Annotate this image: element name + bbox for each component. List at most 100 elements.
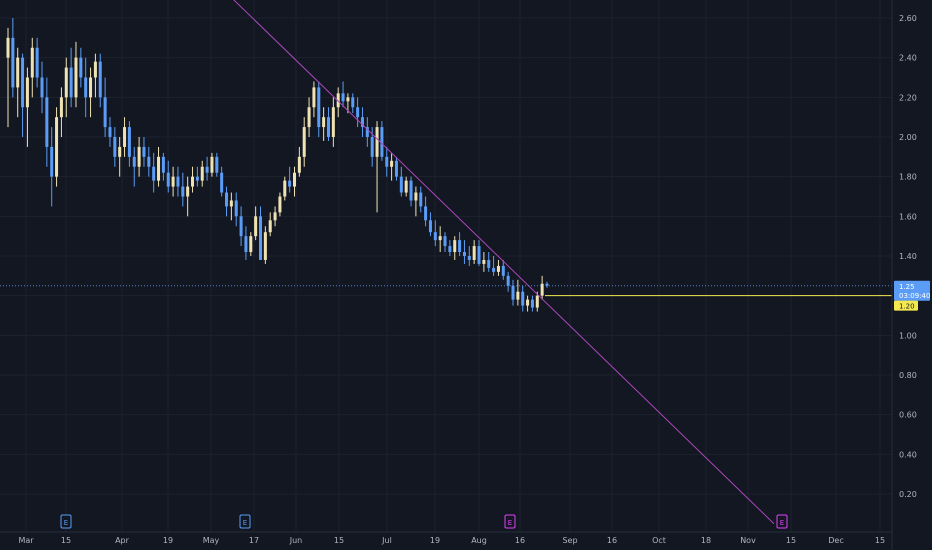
candle-body xyxy=(200,166,204,181)
candle-body xyxy=(341,93,345,102)
candle-body xyxy=(166,172,170,187)
candle-body xyxy=(283,180,287,197)
candle-body xyxy=(511,285,515,300)
candle-body xyxy=(482,259,486,264)
price-tick-label: 1.40 xyxy=(899,252,917,261)
price-tick-label: 1.80 xyxy=(899,173,917,182)
candle-body xyxy=(288,180,292,187)
time-tick-label: 15 xyxy=(61,536,71,545)
price-tick-label: 2.20 xyxy=(899,93,917,102)
candle-body xyxy=(258,216,263,260)
candle-body xyxy=(526,299,530,306)
candle-body xyxy=(385,156,389,167)
candle-body xyxy=(540,283,544,296)
candle-body xyxy=(118,146,122,157)
time-tick-label: Aug xyxy=(471,536,487,545)
candle-body xyxy=(21,57,25,108)
earnings-marker-label: E xyxy=(243,519,247,527)
candle-body xyxy=(195,176,199,181)
candle-body xyxy=(132,156,136,167)
time-tick-label: Dec xyxy=(828,536,843,545)
candle-body xyxy=(191,176,195,187)
candle-body xyxy=(142,146,146,157)
earnings-marker-icon[interactable]: E xyxy=(239,514,251,529)
time-tick-label: 17 xyxy=(249,536,259,545)
time-tick-label: Apr xyxy=(115,536,130,545)
candle-body xyxy=(370,137,374,157)
candle-body xyxy=(390,160,394,167)
candle-body xyxy=(225,192,229,207)
candle-body xyxy=(147,156,151,167)
candle-body xyxy=(496,265,500,272)
candle-body xyxy=(322,117,326,128)
time-tick-label: Nov xyxy=(740,536,756,545)
earnings-marker-icon[interactable]: E xyxy=(504,514,516,529)
candle-body xyxy=(98,61,102,98)
candle-body xyxy=(506,275,510,286)
candle-body xyxy=(375,127,379,157)
time-tick-label: Sep xyxy=(562,536,577,545)
candle-body xyxy=(244,236,248,253)
candle-body xyxy=(11,37,15,88)
price-tick-label: 0.60 xyxy=(899,411,917,420)
candle-body xyxy=(210,156,214,173)
candle-body xyxy=(419,192,423,207)
candle-body xyxy=(157,156,161,181)
price-axis[interactable]: 2.60 2.40 2.20 2.00 1.80 1.60 1.40 1.20 1.00 0.80… xyxy=(891,0,917,550)
candle-body xyxy=(74,57,78,98)
candle-body xyxy=(516,291,520,300)
candle-body xyxy=(249,236,253,253)
candle-body xyxy=(317,87,321,128)
candle-body xyxy=(69,67,73,98)
candle-body xyxy=(35,47,39,78)
candle-body xyxy=(89,77,93,98)
candle-body xyxy=(55,117,59,177)
candle-body xyxy=(6,37,10,58)
candle-body xyxy=(273,212,277,221)
candle-body xyxy=(360,117,364,128)
candle-body xyxy=(356,107,360,118)
candle-body xyxy=(292,172,297,187)
candle-body xyxy=(404,180,408,193)
candle-body xyxy=(59,97,63,118)
candle-body xyxy=(312,87,316,108)
time-tick-label: Jun xyxy=(289,536,303,545)
last-price-countdown: 03:09:40 xyxy=(899,292,930,300)
time-tick-label: 16 xyxy=(607,536,617,545)
time-axis[interactable]: Mar 15 Apr 19 May 17 Jun 15 Jul 19 Aug 16 Sep 16 Oct 18… xyxy=(0,531,892,545)
candle-body xyxy=(467,256,471,260)
earnings-marker-icon[interactable]: E xyxy=(776,514,788,529)
candle-body xyxy=(307,107,311,128)
drawings xyxy=(0,0,892,525)
candle-body xyxy=(205,166,209,173)
candle-body xyxy=(152,166,156,181)
candle-body xyxy=(380,127,384,157)
earnings-marker-box xyxy=(60,514,72,529)
candle-body xyxy=(487,259,491,268)
price-tick-label: 0.40 xyxy=(899,450,917,459)
price-tick-label: 2.60 xyxy=(899,14,917,23)
earnings-marker-label: E xyxy=(780,519,784,527)
candle-body xyxy=(50,146,54,177)
candle-body xyxy=(186,186,190,197)
last-price-tag-value: 1.25 xyxy=(899,283,915,291)
candle-body xyxy=(394,160,398,177)
candle-body xyxy=(229,200,233,207)
candle-body xyxy=(263,232,267,260)
candle-body xyxy=(545,283,549,286)
price-tick-label: 1.00 xyxy=(899,331,917,340)
last-price-tag xyxy=(894,280,930,301)
candle-body xyxy=(16,57,20,88)
earnings-marker-box xyxy=(504,514,516,529)
candle-body xyxy=(123,127,127,147)
candle-body xyxy=(297,156,301,173)
time-tick-label: Mar xyxy=(18,536,34,545)
candle-body xyxy=(64,67,68,98)
earnings-marker-icon[interactable]: E xyxy=(60,514,72,529)
candle-body xyxy=(40,77,44,98)
time-tick-label: Jul xyxy=(381,536,392,545)
candle-body xyxy=(453,240,457,253)
